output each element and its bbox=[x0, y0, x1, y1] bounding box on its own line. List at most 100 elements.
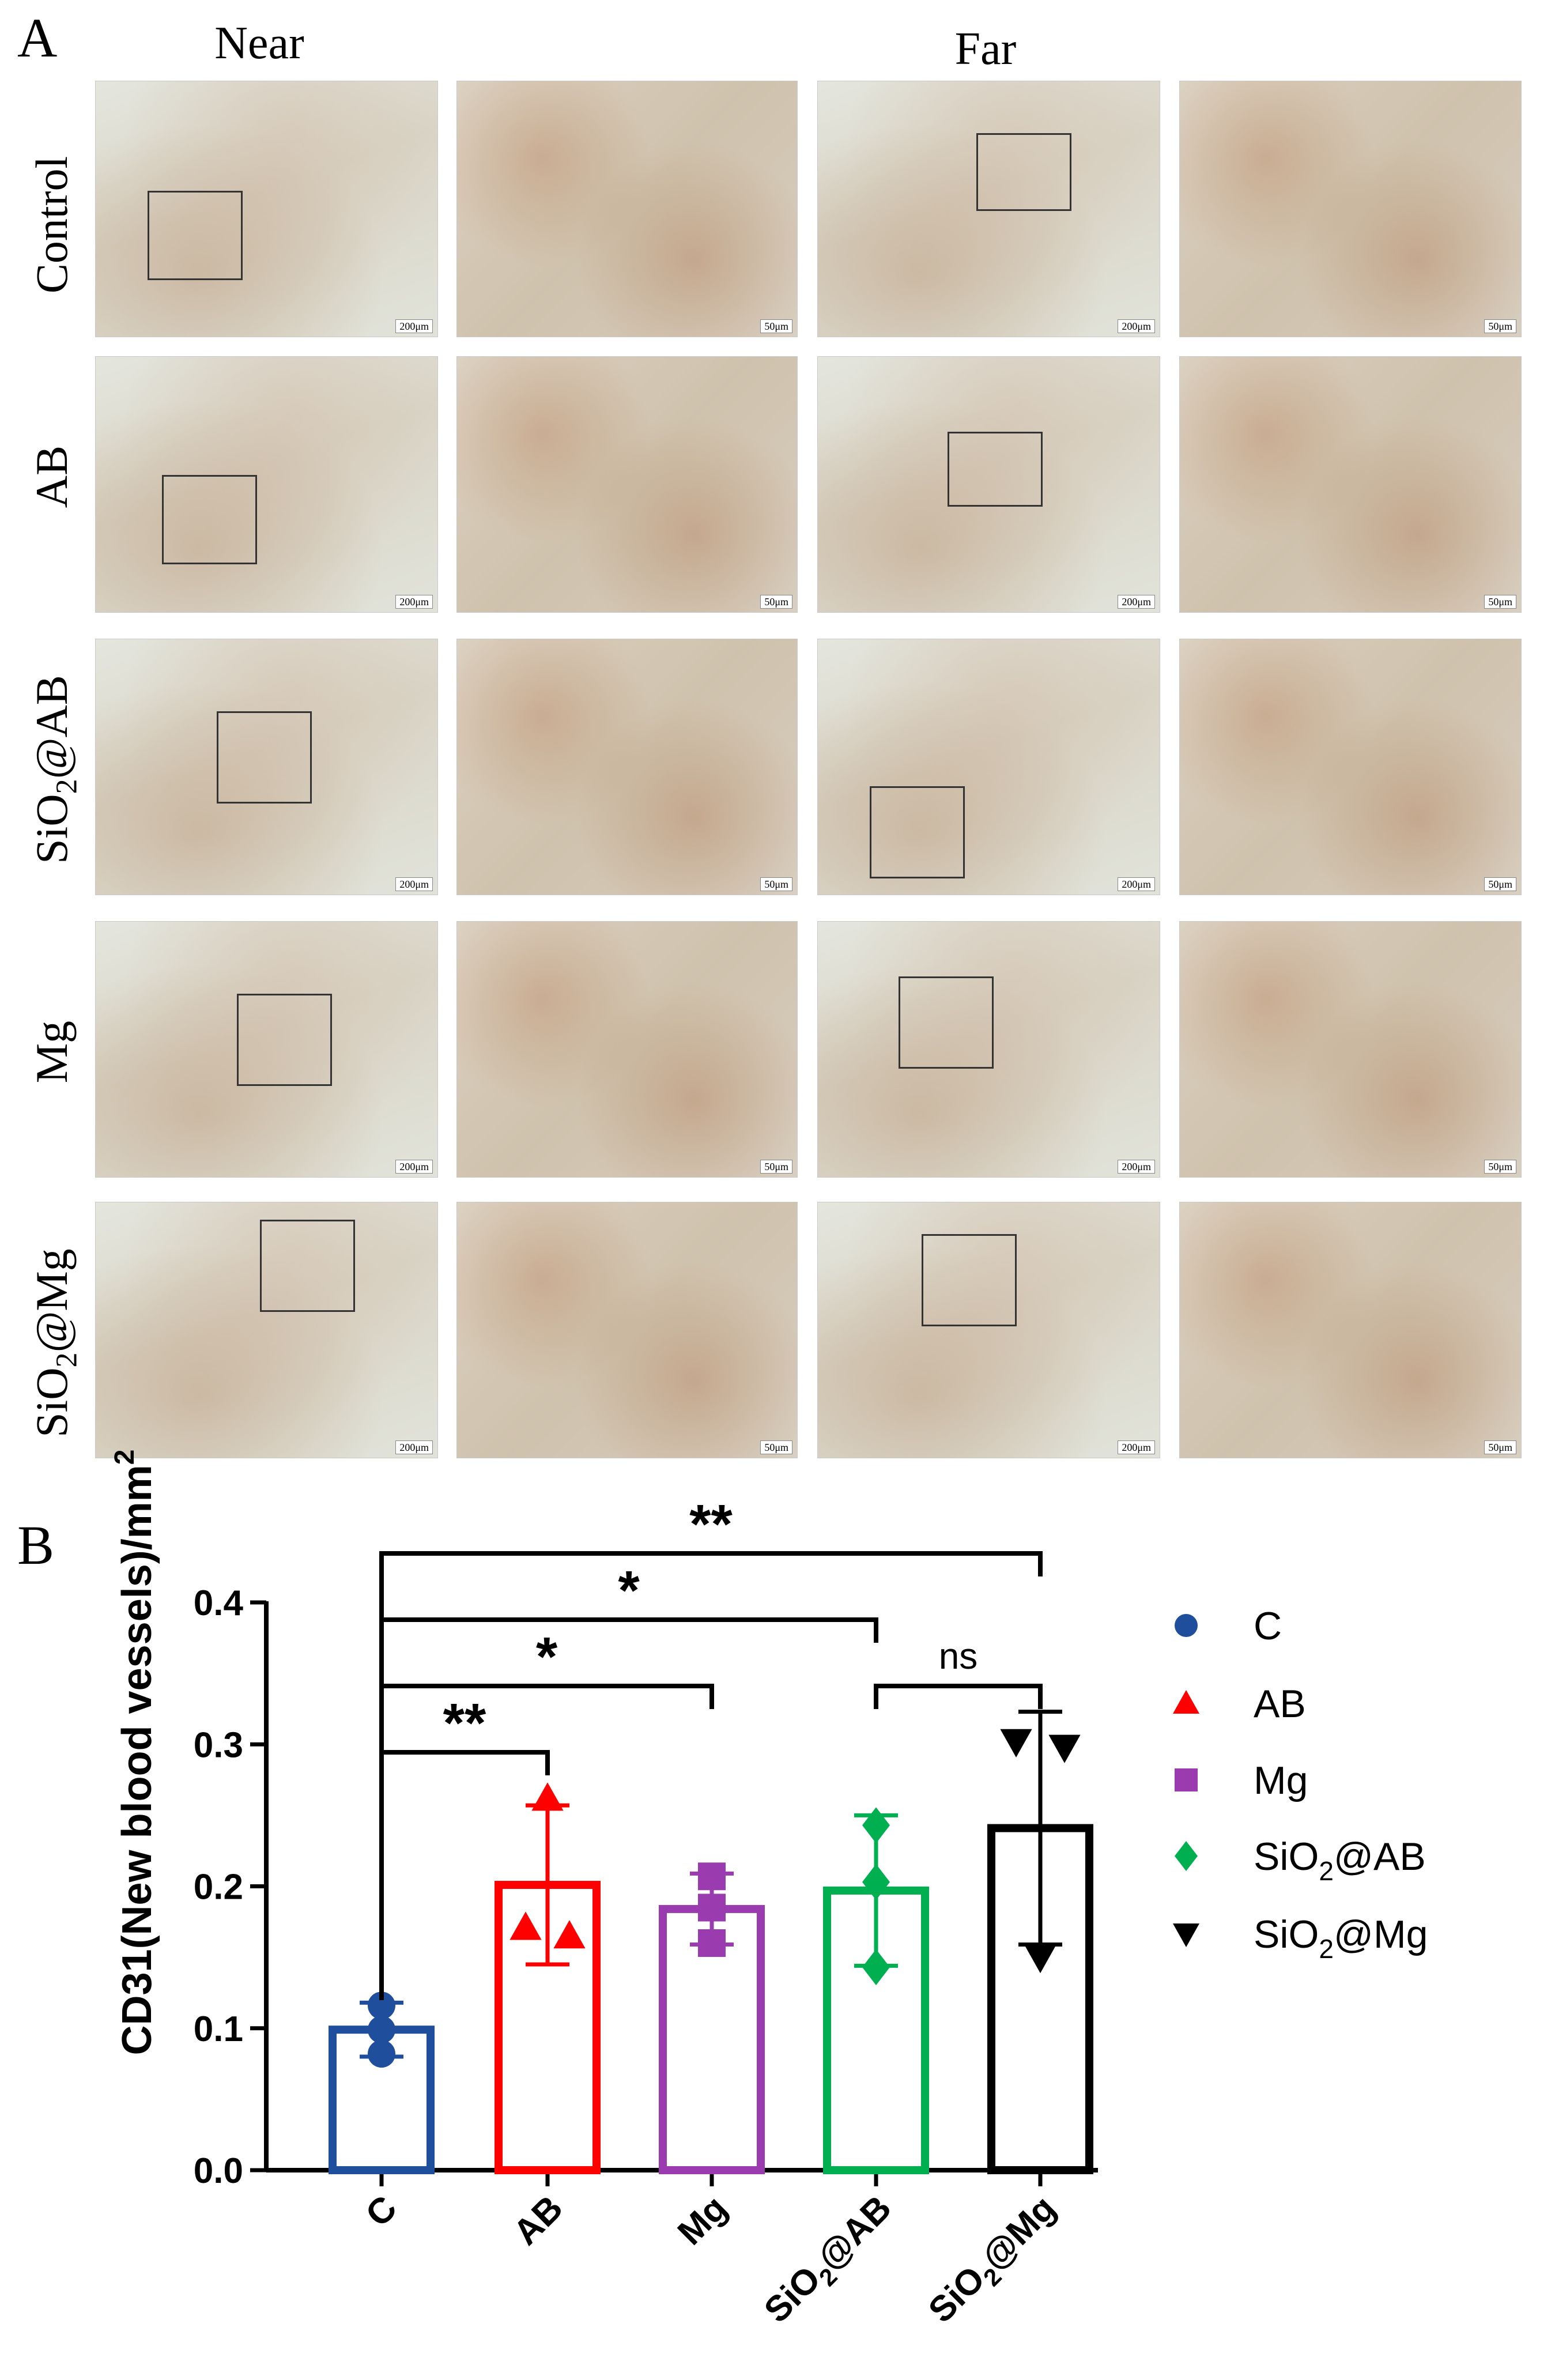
significance-label: ** bbox=[443, 1692, 486, 1754]
data-point-C bbox=[368, 1991, 395, 2020]
micrograph-sio2-ab-far-overview: 200μm bbox=[817, 639, 1160, 895]
micrograph-mg-far-zoom: 50μm bbox=[1179, 921, 1522, 1178]
micrograph-sio2-ab-near-zoom: 50μm bbox=[456, 639, 798, 895]
scale-bar-label: 200μm bbox=[1118, 1440, 1155, 1454]
zoom-region-box bbox=[870, 786, 965, 878]
zoom-region-box bbox=[976, 133, 1071, 211]
column-header-near: Near bbox=[214, 18, 304, 69]
legend-label: SiO2@AB bbox=[1254, 1835, 1426, 1886]
data-point-SiO2@AB bbox=[862, 1864, 890, 1900]
micrograph-ab-near-zoom: 50μm bbox=[456, 356, 798, 613]
scale-bar-label: 50μm bbox=[1484, 1160, 1516, 1174]
scale-bar-label: 50μm bbox=[1484, 595, 1516, 609]
data-point-Mg bbox=[698, 1862, 726, 1891]
data-point-SiO2@AB bbox=[862, 1949, 890, 1986]
significance-label: ns bbox=[939, 1635, 978, 1677]
micrograph-mg-near-overview: 200μm bbox=[95, 921, 438, 1178]
y-tick-label: 0.2 bbox=[194, 1868, 243, 1907]
scale-bar-label: 50μm bbox=[760, 877, 792, 891]
micrograph-control-near-overview: 200μm bbox=[95, 81, 438, 337]
micrograph-mg-far-overview: 200μm bbox=[817, 921, 1160, 1178]
significance-bracket bbox=[379, 1750, 550, 2000]
significance-label: ** bbox=[689, 1493, 733, 1555]
scale-bar-label: 200μm bbox=[395, 1440, 433, 1454]
zoom-region-box bbox=[162, 475, 257, 564]
data-point-C bbox=[368, 2040, 395, 2068]
column-header-far: Far bbox=[954, 24, 1017, 74]
micrograph-sio2-mg-near-zoom: 50μm bbox=[456, 1202, 798, 1458]
micrograph-sio2-ab-near-overview: 200μm bbox=[95, 639, 438, 895]
zoom-region-box bbox=[922, 1234, 1017, 1326]
legend-marker-Mg bbox=[1175, 1768, 1198, 1791]
legend-label: Mg bbox=[1254, 1759, 1308, 1802]
scale-bar-label: 50μm bbox=[760, 1160, 792, 1174]
micrograph-control-far-zoom: 50μm bbox=[1179, 81, 1522, 337]
data-point-AB bbox=[531, 1782, 564, 1811]
significance-label: * bbox=[618, 1560, 640, 1621]
scale-bar-label: 50μm bbox=[760, 595, 792, 609]
y-tick-label: 0.1 bbox=[194, 2009, 243, 2049]
panel-label-a: A bbox=[17, 7, 58, 69]
legend-label: SiO2@Mg bbox=[1254, 1913, 1428, 1964]
scale-bar-label: 50μm bbox=[1484, 319, 1516, 333]
legend-marker-SiO2@Mg bbox=[1173, 1923, 1199, 1947]
data-point-AB bbox=[553, 1920, 586, 1949]
significance-bracket bbox=[379, 1617, 878, 2000]
legend-marker-AB bbox=[1173, 1690, 1199, 1714]
micrograph-sio2-ab-far-zoom: 50μm bbox=[1179, 639, 1522, 895]
micrograph-ab-far-overview: 200μm bbox=[817, 356, 1160, 613]
scale-bar-label: 200μm bbox=[395, 319, 433, 333]
x-tick-label: SiO2@Mg bbox=[921, 2188, 1068, 2335]
zoom-region-box bbox=[217, 711, 312, 804]
micrograph-sio2-mg-far-zoom: 50μm bbox=[1179, 1202, 1522, 1458]
legend-label: AB bbox=[1254, 1682, 1306, 1726]
legend-marker-SiO2@AB bbox=[1175, 1841, 1198, 1871]
legend-label: C bbox=[1254, 1604, 1282, 1648]
micrograph-control-far-overview: 200μm bbox=[817, 81, 1160, 337]
zoom-region-box bbox=[948, 432, 1043, 507]
significance-bracket bbox=[874, 1684, 1043, 1709]
x-tick-label: AB bbox=[506, 2188, 571, 2253]
x-tick-label: C bbox=[358, 2188, 404, 2234]
micrograph-mg-near-zoom: 50μm bbox=[456, 921, 798, 1178]
x-tick-label: SiO2@AB bbox=[757, 2188, 904, 2335]
micrograph-sio2-mg-far-overview: 200μm bbox=[817, 1202, 1160, 1458]
y-axis-label: CD31(New blood vessels)/mm2 bbox=[110, 1449, 160, 2055]
micrograph-ab-near-overview: 200μm bbox=[95, 356, 438, 613]
panel-label-b: B bbox=[17, 1514, 55, 1576]
scale-bar-label: 200μm bbox=[1118, 877, 1155, 891]
y-tick-label: 0.4 bbox=[194, 1583, 244, 1623]
data-point-Mg bbox=[698, 1929, 726, 1957]
data-point-AB bbox=[509, 1911, 542, 1940]
data-point-SiO2@Mg bbox=[1024, 1945, 1056, 1974]
scale-bar-label: 200μm bbox=[1118, 595, 1155, 609]
data-point-SiO2@Mg bbox=[1048, 1734, 1081, 1763]
scale-bar-label: 50μm bbox=[1484, 1440, 1516, 1454]
x-tick-label: Mg bbox=[670, 2188, 735, 2253]
data-point-SiO2@AB bbox=[862, 1807, 890, 1843]
micrograph-sio2-mg-near-overview: 200μm bbox=[95, 1202, 438, 1458]
scale-bar-label: 50μm bbox=[1484, 877, 1516, 891]
y-tick-label: 0.3 bbox=[194, 1725, 243, 1765]
data-point-C bbox=[368, 2016, 395, 2044]
micrograph-ab-far-zoom: 50μm bbox=[1179, 356, 1522, 613]
y-tick-label: 0.0 bbox=[194, 2151, 243, 2191]
data-point-Mg bbox=[698, 1894, 726, 1922]
data-point-SiO2@Mg bbox=[1000, 1729, 1032, 1757]
micrograph-control-near-zoom: 50μm bbox=[456, 81, 798, 337]
significance-label: * bbox=[536, 1626, 558, 1688]
zoom-region-box bbox=[260, 1220, 355, 1312]
scale-bar-label: 200μm bbox=[395, 877, 433, 891]
scale-bar-label: 50μm bbox=[760, 1440, 792, 1454]
scale-bar-label: 200μm bbox=[395, 1160, 433, 1174]
zoom-region-box bbox=[237, 994, 332, 1086]
scale-bar-label: 200μm bbox=[1118, 319, 1155, 333]
scale-bar-label: 50μm bbox=[760, 319, 792, 333]
zoom-region-box bbox=[899, 976, 994, 1069]
scale-bar-label: 200μm bbox=[1118, 1160, 1155, 1174]
scale-bar-label: 200μm bbox=[395, 595, 433, 609]
zoom-region-box bbox=[148, 191, 243, 280]
significance-bracket bbox=[379, 1551, 1043, 2000]
legend-marker-C bbox=[1175, 1614, 1198, 1637]
